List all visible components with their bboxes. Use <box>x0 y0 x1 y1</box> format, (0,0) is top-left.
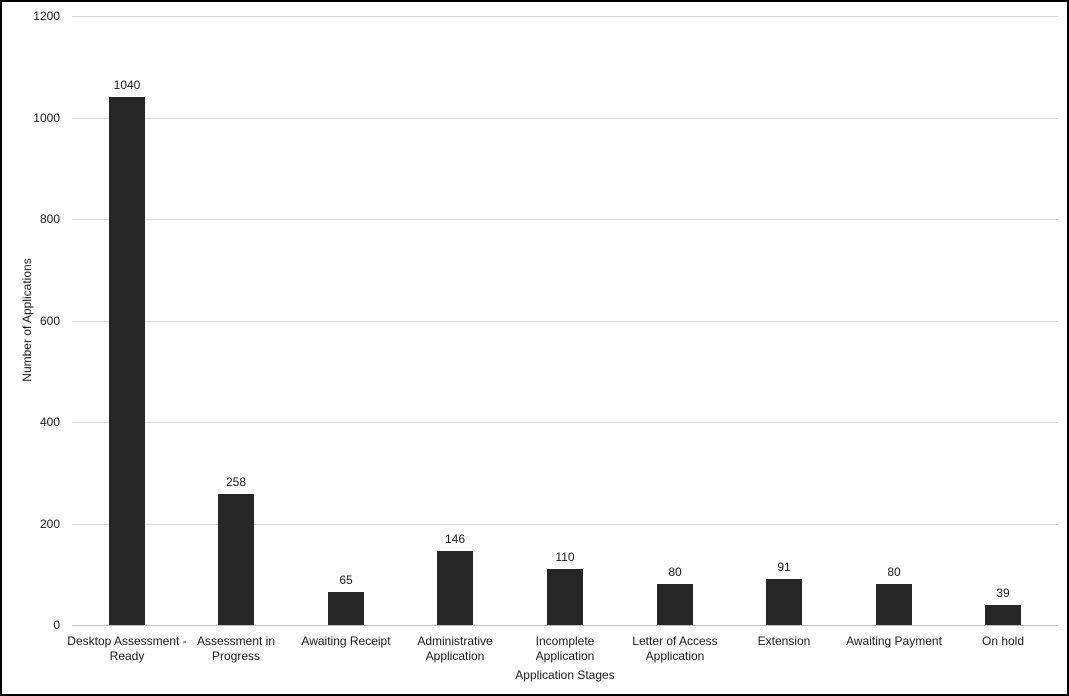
bar-value-label: 110 <box>555 550 575 564</box>
bar-value-label: 80 <box>887 565 901 579</box>
x-category-label: On hold <box>981 634 1025 648</box>
bar-value-label: 39 <box>996 586 1010 600</box>
bar-value-label: 1040 <box>113 78 141 92</box>
x-category-label: Extension <box>757 634 811 648</box>
gridline <box>72 16 1058 17</box>
bar <box>218 494 254 625</box>
y-tick-label: 1000 <box>33 111 60 125</box>
x-category-label: Awaiting Payment <box>846 634 942 648</box>
gridline <box>72 118 1058 119</box>
bar <box>766 579 802 625</box>
bar <box>985 605 1021 625</box>
x-category-label: Letter of Access Application <box>632 634 718 663</box>
gridline <box>72 422 1058 423</box>
y-tick-label: 600 <box>39 314 60 328</box>
bar <box>547 569 583 625</box>
y-tick-label: 200 <box>39 517 60 531</box>
bar <box>657 584 693 625</box>
bar-value-label: 80 <box>668 565 682 579</box>
y-tick-label: 400 <box>39 415 60 429</box>
bar-value-label: 146 <box>444 532 466 546</box>
bar <box>437 551 473 625</box>
gridline <box>72 524 1058 525</box>
bar-value-label: 91 <box>777 560 791 574</box>
gridline <box>72 321 1058 322</box>
bar <box>109 97 145 625</box>
bar <box>876 584 912 625</box>
x-category-label: Awaiting Receipt <box>301 634 391 648</box>
x-axis-line <box>72 625 1058 626</box>
x-category-label: Desktop Assessment - Ready <box>67 634 187 663</box>
x-category-label: Incomplete Application <box>535 634 595 663</box>
bar <box>328 592 364 625</box>
bar-value-label: 258 <box>225 475 247 489</box>
gridline <box>72 219 1058 220</box>
bar-value-label: 65 <box>339 573 353 587</box>
y-axis-title: Number of Applications <box>20 258 34 382</box>
x-category-label: Assessment in Progress <box>196 634 276 663</box>
y-tick-label: 0 <box>53 618 60 632</box>
x-axis-title: Application Stages <box>515 668 615 682</box>
y-tick-label: 800 <box>39 212 60 226</box>
x-category-label: Administrative Application <box>417 634 493 663</box>
y-tick-label: 1200 <box>33 9 60 23</box>
